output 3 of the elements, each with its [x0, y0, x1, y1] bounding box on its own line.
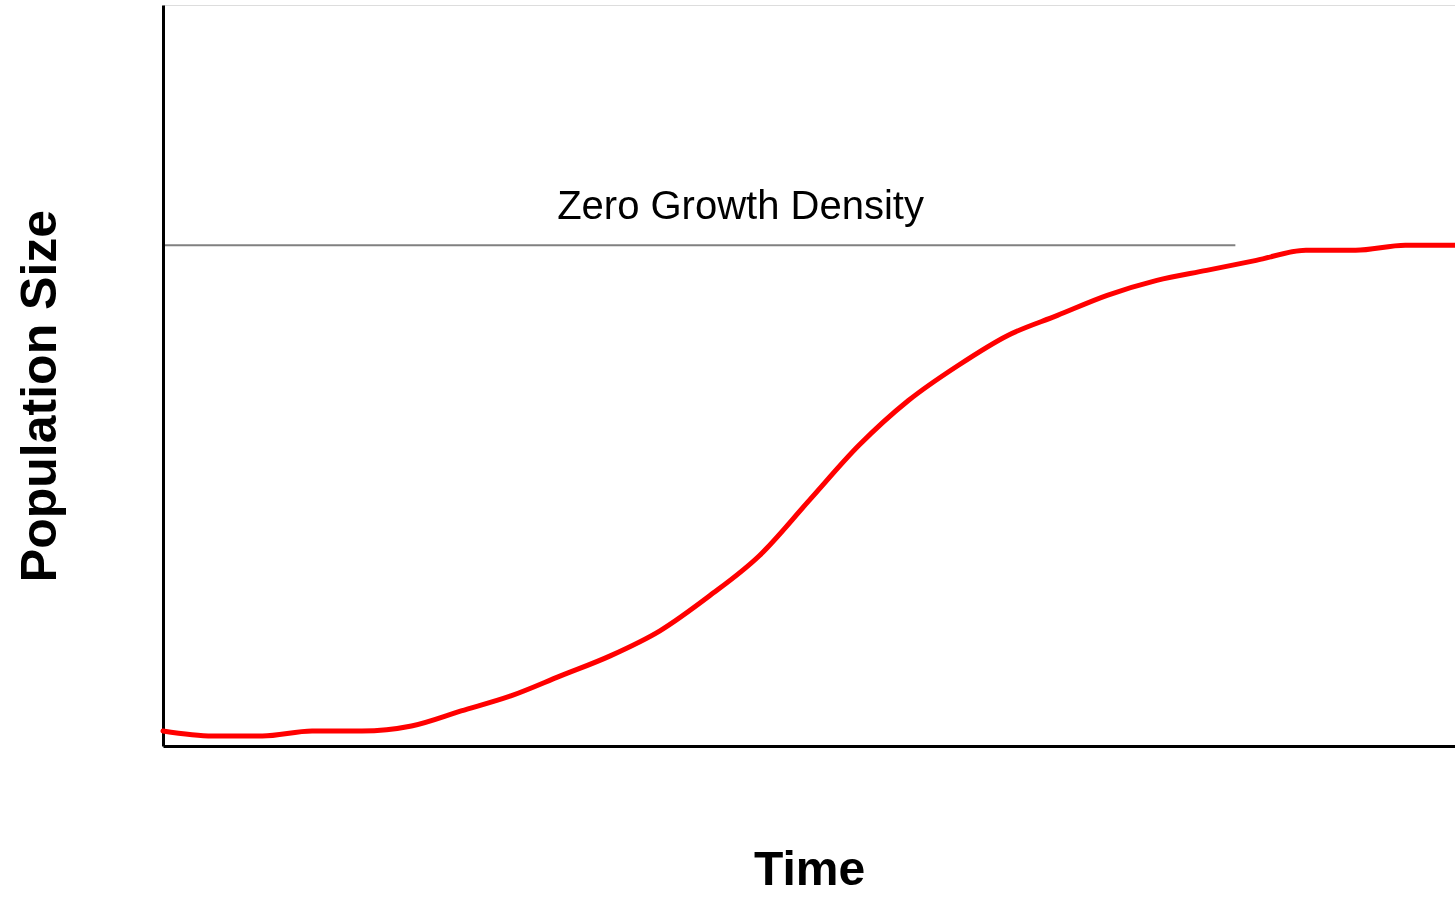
ref-line-label: Zero Growth Density	[557, 183, 924, 228]
y-axis-title: Population Size	[10, 209, 67, 583]
x-axis-title: Time	[753, 841, 866, 895]
